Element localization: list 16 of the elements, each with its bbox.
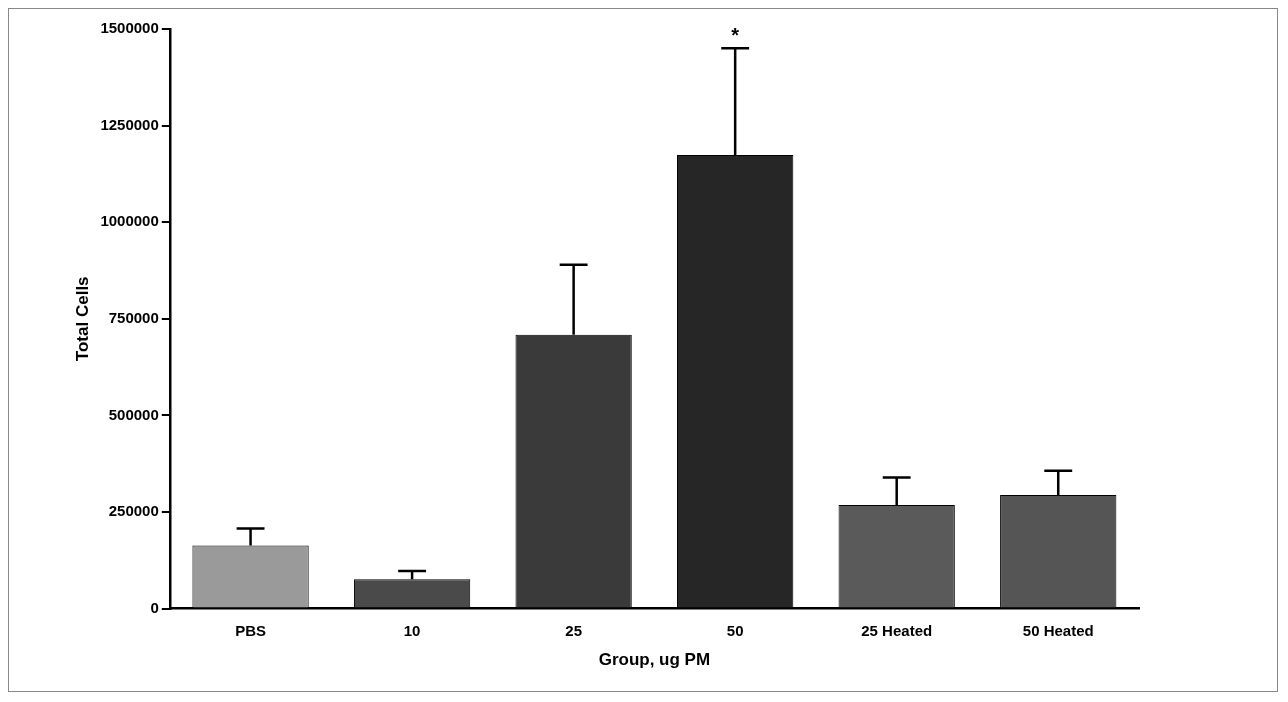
x-tick-label: 50 <box>726 621 744 639</box>
y-tick-label: 750000 <box>108 308 159 326</box>
y-tick-label: 500000 <box>108 405 159 423</box>
x-tick-label: 25 Heated <box>861 621 933 639</box>
y-tick-label: 250000 <box>108 502 159 520</box>
x-tick-label: PBS <box>235 621 266 639</box>
y-tick-label: 1250000 <box>100 115 159 133</box>
y-tick-label: 1000000 <box>100 212 159 230</box>
y-axis-title: Total Cells <box>72 276 92 362</box>
y-tick-label: 1500000 <box>100 19 159 37</box>
y-tick-label: 0 <box>150 598 159 616</box>
x-axis-title: Group, ug PM <box>598 650 711 670</box>
x-tick-label: 10 <box>403 621 421 639</box>
x-tick-label: 25 <box>565 621 582 639</box>
x-tick-label: 50 Heated <box>1022 621 1094 639</box>
annotation: * <box>731 23 740 46</box>
